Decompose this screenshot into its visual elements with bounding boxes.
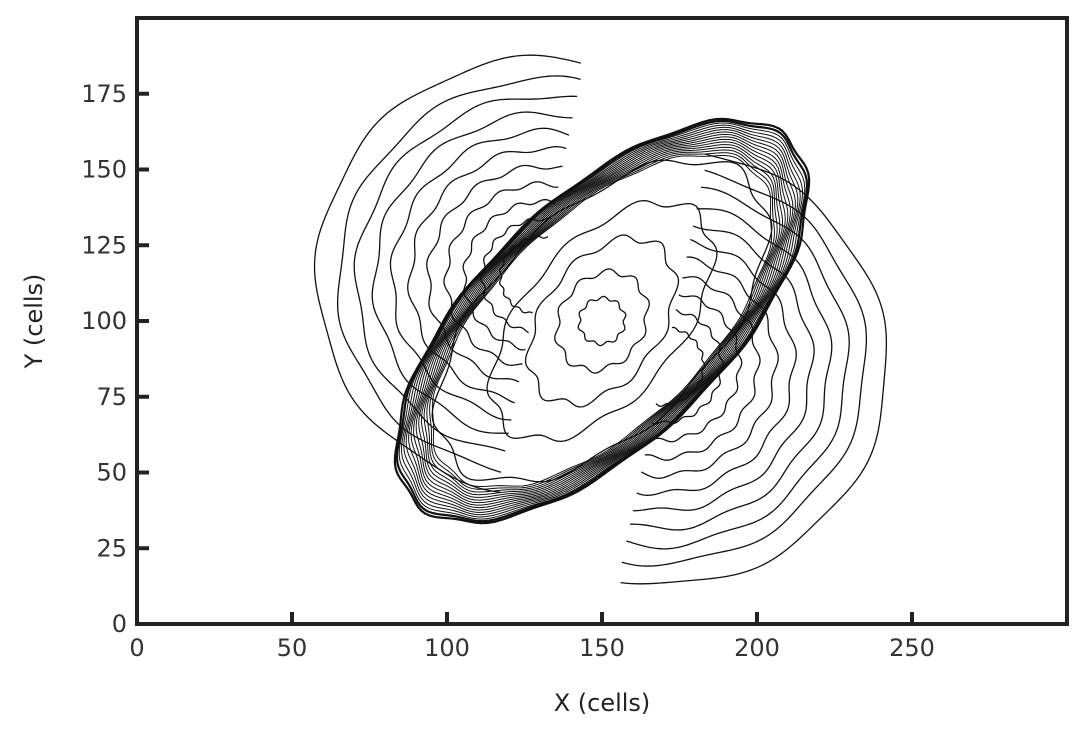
- outer-contour-line: [390, 128, 569, 420]
- y-tick-label: 125: [81, 231, 127, 259]
- y-axis-label: Y (cells): [20, 274, 48, 370]
- x-tick-label: 100: [424, 634, 470, 662]
- shock-contour-line: [430, 153, 775, 490]
- outer-contour-line: [648, 295, 742, 442]
- outer-contour-line: [463, 200, 555, 350]
- inner-contour-line: [432, 160, 772, 482]
- y-tick-label: 50: [96, 459, 127, 487]
- outer-contour-line: [427, 165, 563, 381]
- shock-contour-line: [404, 127, 800, 514]
- outer-contour-line: [621, 154, 887, 584]
- y-tick-label: 0: [112, 610, 127, 638]
- y-axis-ticks: 0 25 50 75 100 125 150 175: [81, 80, 149, 638]
- inner-contour-line: [578, 296, 626, 345]
- inner-contour-line: [526, 235, 679, 407]
- outer-contour-line: [633, 226, 814, 511]
- shock-contour-line: [424, 147, 780, 495]
- shock-contour-line: [402, 125, 803, 517]
- x-tick-label: 150: [579, 634, 625, 662]
- x-tick-label: 250: [889, 634, 935, 662]
- x-tick-label: 200: [734, 634, 780, 662]
- outer-contour-line: [372, 112, 572, 433]
- y-tick-label: 100: [81, 307, 127, 335]
- shock-contour-line: [416, 139, 788, 502]
- shock-contour-line: [399, 123, 805, 519]
- y-tick-label: 75: [96, 383, 127, 411]
- shock-contour-line: [432, 156, 771, 487]
- shock-contour-line: [397, 121, 807, 521]
- outer-contour-line: [641, 257, 778, 478]
- outer-contour-line: [444, 182, 558, 365]
- x-axis-ticks: 0 50 100 150 200 250: [129, 612, 935, 662]
- shock-contour-line: [414, 137, 791, 505]
- outer-contour-line: [626, 187, 849, 549]
- y-tick-label: 175: [81, 80, 127, 108]
- inner-contour-line: [555, 269, 649, 373]
- inner-contour-line: [487, 201, 717, 442]
- plot-frame: [135, 16, 1069, 626]
- outer-contour-line: [645, 277, 760, 460]
- contour-lines: [315, 55, 887, 584]
- shock-contour-line: [395, 119, 809, 523]
- outer-contour-line: [637, 239, 797, 495]
- x-axis-label: X (cells): [554, 689, 651, 717]
- outer-contour-line: [622, 170, 867, 566]
- shock-contour-line: [421, 145, 782, 498]
- x-tick-label: 0: [129, 634, 144, 662]
- shock-contour-line: [427, 150, 777, 492]
- shock-contour-line: [419, 142, 786, 500]
- shock-contour-line: [406, 130, 798, 513]
- outer-contour-line: [408, 147, 567, 403]
- outer-contour-line: [338, 76, 581, 472]
- y-tick-label: 25: [96, 534, 127, 562]
- shock-contour-line: [409, 132, 796, 510]
- y-tick-label: 150: [81, 156, 127, 184]
- outer-contour-line: [652, 310, 724, 424]
- shock-contour-line: [411, 134, 793, 507]
- outer-contour-line: [630, 209, 832, 530]
- x-tick-label: 50: [277, 634, 308, 662]
